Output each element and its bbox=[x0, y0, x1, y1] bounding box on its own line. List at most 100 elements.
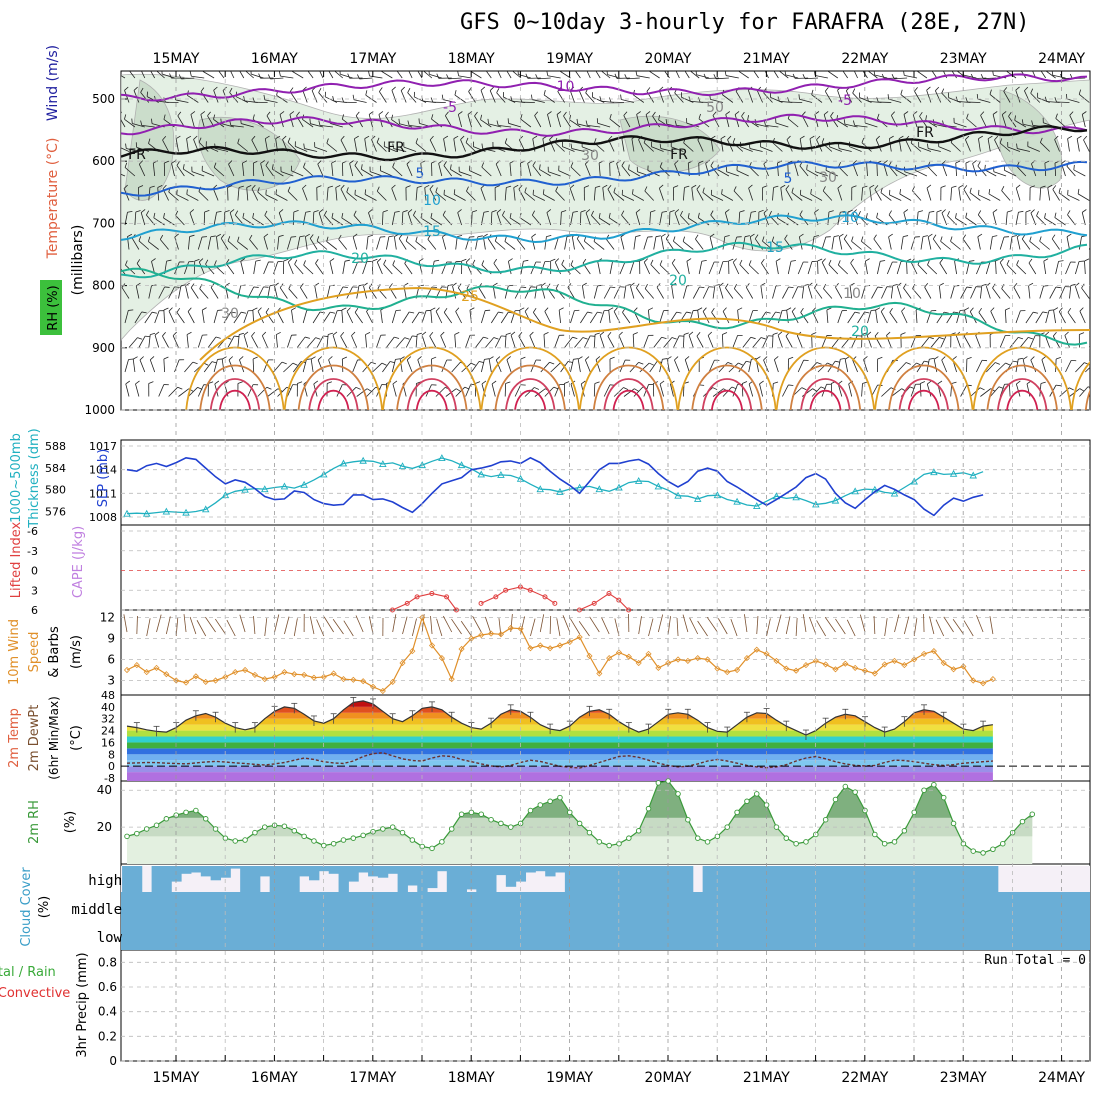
wind-barb-flag bbox=[940, 185, 946, 188]
wind-barb bbox=[874, 74, 888, 79]
wind-barb-flag bbox=[984, 164, 986, 170]
wind-barb bbox=[658, 90, 664, 103]
wind-barb-flag bbox=[888, 233, 893, 238]
wind-barb-flag bbox=[114, 67, 115, 72]
wind-barb bbox=[597, 261, 601, 275]
temp2m-unit: (°C) bbox=[69, 725, 84, 751]
wind-barb bbox=[976, 360, 983, 373]
wind-barb bbox=[695, 238, 704, 250]
wind-barb-flag bbox=[812, 388, 818, 392]
wind-barb-flag bbox=[187, 307, 192, 312]
wind-barb-flag bbox=[511, 65, 513, 70]
thickness-point bbox=[241, 485, 249, 493]
wind-barb bbox=[445, 115, 453, 128]
wind-barb-flag bbox=[1041, 356, 1047, 360]
wind-barb bbox=[1028, 262, 1037, 275]
wind-barb-flag bbox=[806, 164, 808, 170]
wind-barb bbox=[917, 264, 928, 275]
wind-barb bbox=[665, 238, 674, 250]
rh-point bbox=[694, 835, 701, 841]
wind-barb bbox=[599, 335, 605, 348]
wind-speed-point bbox=[576, 634, 583, 641]
wind-barb-flag bbox=[585, 120, 588, 126]
warm-contour bbox=[1084, 388, 1090, 410]
wind-barb bbox=[469, 170, 482, 177]
wind-barb-flag bbox=[999, 138, 1003, 144]
bottom-date-axis: 15MAY 16MAY 17MAY 18MAY 19MAY 20MAY 21MAY 22MAY… bbox=[153, 1070, 1086, 1086]
wind-barb bbox=[772, 285, 777, 299]
wind-barb-flag bbox=[738, 66, 739, 71]
wind-speed-point bbox=[133, 662, 140, 669]
wind-barb bbox=[633, 236, 637, 250]
wind-barb bbox=[849, 285, 853, 299]
cloud-high-bar bbox=[919, 866, 930, 892]
wind-barb-flag bbox=[544, 307, 549, 312]
wind-barb-flag bbox=[460, 135, 465, 140]
wind-barb bbox=[252, 217, 264, 226]
wind-barb bbox=[1069, 285, 1072, 299]
wind-speed-point bbox=[920, 650, 928, 657]
wind-barb bbox=[405, 335, 413, 348]
wind-barb-flag bbox=[424, 184, 430, 188]
wind-barb bbox=[334, 71, 344, 79]
rh-legend: RH (%) bbox=[46, 285, 61, 330]
wind-barb bbox=[749, 148, 763, 152]
wind-barb-flag bbox=[407, 120, 410, 126]
wind-barb bbox=[965, 139, 971, 152]
rh-point bbox=[655, 780, 662, 786]
wind-barb bbox=[660, 148, 674, 152]
wind-barb-flag bbox=[435, 307, 440, 312]
wind-barb bbox=[1088, 393, 1090, 397]
wind-barb-flag bbox=[1067, 135, 1073, 139]
wind-barb-flag bbox=[227, 236, 231, 242]
wind-barb-flag bbox=[861, 137, 865, 143]
wind-barb bbox=[366, 386, 376, 397]
wind-barb bbox=[712, 388, 724, 397]
wind-barb-flag bbox=[1039, 236, 1042, 242]
wind-speed-point bbox=[330, 670, 337, 677]
cloud-high-bar bbox=[161, 866, 172, 892]
rh-shading bbox=[999, 89, 1063, 189]
wind-barb-flag bbox=[674, 120, 677, 126]
wind-barb bbox=[491, 383, 496, 397]
wind-barb bbox=[407, 212, 413, 226]
wind-barb bbox=[185, 285, 189, 299]
wind-barb-flag bbox=[220, 234, 225, 239]
wind-barb bbox=[894, 614, 900, 633]
rh-point bbox=[163, 816, 170, 822]
wind-barb bbox=[331, 163, 334, 177]
wind-barb-flag bbox=[1070, 283, 1076, 286]
contour-label: FR bbox=[387, 140, 405, 156]
contour-label: FR bbox=[128, 147, 146, 163]
wind-barb bbox=[237, 143, 249, 152]
isotherm-contour bbox=[121, 267, 1088, 346]
wind-barb-flag bbox=[388, 235, 394, 238]
wind-barb bbox=[431, 261, 435, 275]
wind-barb-flag bbox=[351, 331, 356, 336]
wind-speed-point bbox=[763, 650, 770, 657]
temp-band bbox=[127, 700, 993, 707]
wind-barb-flag bbox=[316, 185, 322, 188]
temp-band bbox=[127, 760, 993, 767]
wind-barb-flag bbox=[1033, 311, 1039, 314]
page-title: GFS 0~10day 3-hourly for FARAFRA (28E, 2… bbox=[460, 10, 1030, 35]
wind-barb-flag bbox=[164, 160, 170, 164]
wind-speed-point bbox=[714, 665, 721, 672]
wind-speed-point bbox=[409, 648, 416, 655]
wind-barb-flag bbox=[992, 111, 998, 115]
wind-barb-flag bbox=[608, 212, 611, 218]
wind-barb bbox=[124, 310, 129, 324]
wind-barb-flag bbox=[1040, 185, 1046, 188]
thickness-point bbox=[753, 502, 761, 510]
rh-point bbox=[744, 798, 750, 805]
wind-barb bbox=[1055, 261, 1059, 275]
wind-barb-flag bbox=[823, 111, 829, 115]
wind-barb bbox=[939, 262, 948, 275]
wind-barb bbox=[888, 236, 892, 250]
wind-barb-flag bbox=[927, 233, 933, 238]
wind-barb bbox=[676, 618, 679, 637]
wind-barb-flag bbox=[758, 209, 764, 213]
wind-barb bbox=[121, 268, 126, 275]
wind-barb-flag bbox=[812, 307, 817, 312]
